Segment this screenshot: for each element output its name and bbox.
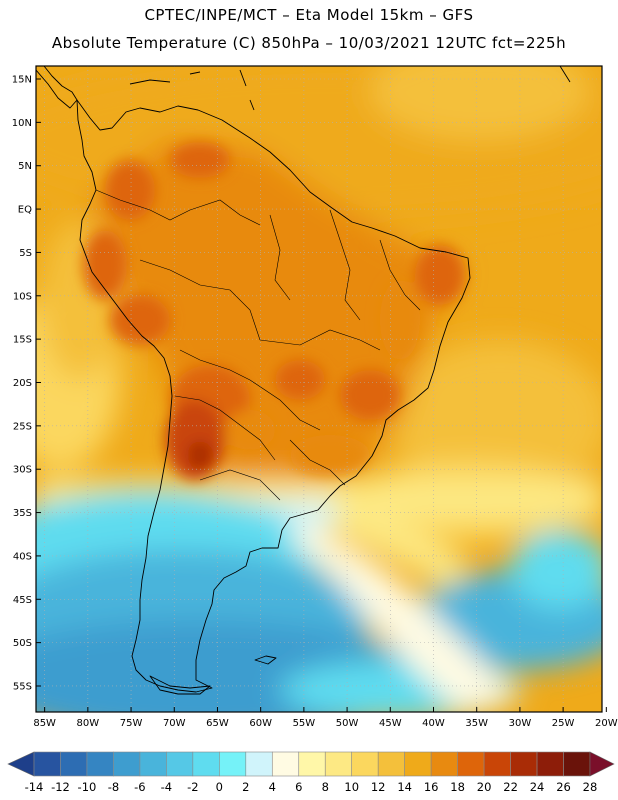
- colorbar-level-label: -12: [51, 780, 70, 794]
- temperature-field: [36, 66, 602, 712]
- tierra-del-fuego: [149, 675, 211, 695]
- latitude-tick-label: 25S: [13, 421, 32, 432]
- latitude-tick-label: 55S: [13, 681, 32, 692]
- colorbar-level-label: -4: [161, 780, 172, 794]
- longitude-tick-label: 45W: [379, 718, 402, 729]
- central-america-coastline: [36, 66, 78, 109]
- longitude-tick-label: 20W: [595, 718, 618, 729]
- latitude-tick-label: EQ: [18, 205, 32, 216]
- latitude-axis: 15N 10N 5N EQ 5S 10S 15S 20S 25S 30S 35S 40S 45S 50S 5…: [12, 75, 41, 692]
- colorbar-swatch: [351, 751, 379, 777]
- colorbar-swatch: [457, 751, 485, 777]
- country-borders: [95, 189, 421, 501]
- longitude-tick-label: 85W: [33, 718, 56, 729]
- longitude-tick-label: 30W: [509, 718, 532, 729]
- longitude-tick-label: 35W: [465, 718, 488, 729]
- colorbar-level-label: 24: [530, 780, 545, 794]
- map-frame: [35, 65, 603, 713]
- chart-subtitle: Absolute Temperature (C) 850hPa – 10/03/…: [51, 34, 567, 52]
- temperature-map: 15N 10N 5N EQ 5S 10S 15S 20S 25S 30S 35S 40S 45S 50S 5…: [12, 65, 618, 729]
- colorbar-level-label: 10: [344, 780, 359, 794]
- latitude-tick-label: 35S: [13, 508, 32, 519]
- longitude-tick-label: 70W: [163, 718, 186, 729]
- colorbar-swatch: [377, 751, 405, 777]
- latitude-tick-label: 5S: [19, 248, 32, 259]
- south-america-coastline: [76, 99, 471, 693]
- colorbar-level-label: -10: [78, 780, 97, 794]
- colorbar-swatch: [510, 751, 538, 777]
- colorbar-max-arrow: [589, 751, 615, 777]
- longitude-tick-label: 80W: [77, 718, 100, 729]
- colorbar-level-label: 2: [242, 780, 249, 794]
- colorbar-level-label: -2: [187, 780, 198, 794]
- colorbar-level-label: -14: [25, 780, 44, 794]
- latitude-tick-label: 40S: [13, 551, 32, 562]
- colorbar-swatch: [324, 751, 353, 777]
- caribbean-islands: [129, 66, 571, 111]
- longitude-tick-label: 25W: [552, 718, 575, 729]
- longitude-axis: 85W 80W 75W 70W 65W 60W 55W 50W 45W 40W 35W 30W 25W 2…: [33, 707, 618, 729]
- colorbar-swatch: [60, 751, 88, 777]
- colorbar-swatch: [271, 751, 300, 777]
- latitude-tick-label: 10N: [12, 118, 32, 129]
- colorbar-level-label: 8: [322, 780, 329, 794]
- colorbar-level-label: 18: [450, 780, 465, 794]
- longitude-tick-label: 60W: [249, 718, 272, 729]
- colorbar-swatch: [298, 751, 326, 777]
- colorbar-level-label: 14: [397, 780, 412, 794]
- colorbar-level-label: 16: [424, 780, 439, 794]
- latitude-tick-label: 15S: [13, 335, 32, 346]
- longitude-tick-label: 50W: [336, 718, 359, 729]
- colorbar-swatch: [192, 751, 220, 777]
- latitude-tick-label: 30S: [13, 465, 32, 476]
- coastlines: [36, 66, 571, 695]
- colorbar-level-label: 0: [216, 780, 223, 794]
- falkland-islands: [254, 655, 277, 665]
- colorbar-swatch: [563, 751, 591, 777]
- colorbar-level-label: 22: [503, 780, 518, 794]
- colorbar-swatch: [536, 751, 564, 777]
- colorbar-swatch: [483, 751, 511, 777]
- colorbar-level-label: 6: [295, 780, 302, 794]
- colorbar-labels: -14 -12 -10 -8 -6 -4 -2 0 2 4 6 8 10 12 14 16 18 20 22 24 26…: [25, 780, 598, 794]
- longitude-tick-label: 65W: [206, 718, 229, 729]
- colorbar-swatch: [245, 751, 273, 777]
- chart-title: CPTEC/INPE/MCT – Eta Model 15km – GFS: [144, 6, 474, 24]
- colorbar-swatch: [166, 751, 194, 777]
- colorbar-swatches: [7, 751, 615, 777]
- latitude-tick-label: 45S: [13, 595, 32, 606]
- colorbar-swatch: [430, 751, 458, 777]
- longitude-tick-label: 75W: [120, 718, 143, 729]
- longitude-tick-label: 40W: [422, 718, 445, 729]
- latitude-tick-label: 20S: [13, 378, 32, 389]
- colorbar-swatch: [113, 751, 141, 777]
- latitude-tick-label: 5N: [18, 161, 32, 172]
- colorbar-swatch: [404, 751, 432, 777]
- colorbar-level-label: -6: [134, 780, 145, 794]
- colorbar-level-label: -8: [108, 780, 119, 794]
- latitude-tick-label: 15N: [12, 75, 32, 86]
- colorbar-level-label: 4: [269, 780, 276, 794]
- colorbar: -14 -12 -10 -8 -6 -4 -2 0 2 4 6 8 10 12 14 16 18 20 22 24 26…: [7, 751, 615, 794]
- colorbar-swatch: [219, 751, 247, 777]
- colorbar-swatch: [86, 751, 114, 777]
- colorbar-min-arrow: [7, 751, 35, 777]
- colorbar-level-label: 20: [477, 780, 492, 794]
- colorbar-level-label: 12: [371, 780, 386, 794]
- latitude-tick-label: 50S: [13, 638, 32, 649]
- colorbar-level-label: 28: [583, 780, 598, 794]
- longitude-tick-label: 55W: [293, 718, 316, 729]
- latitude-tick-label: 10S: [13, 291, 32, 302]
- colorbar-level-label: 26: [556, 780, 571, 794]
- colorbar-swatch: [33, 751, 61, 777]
- colorbar-swatch: [139, 751, 167, 777]
